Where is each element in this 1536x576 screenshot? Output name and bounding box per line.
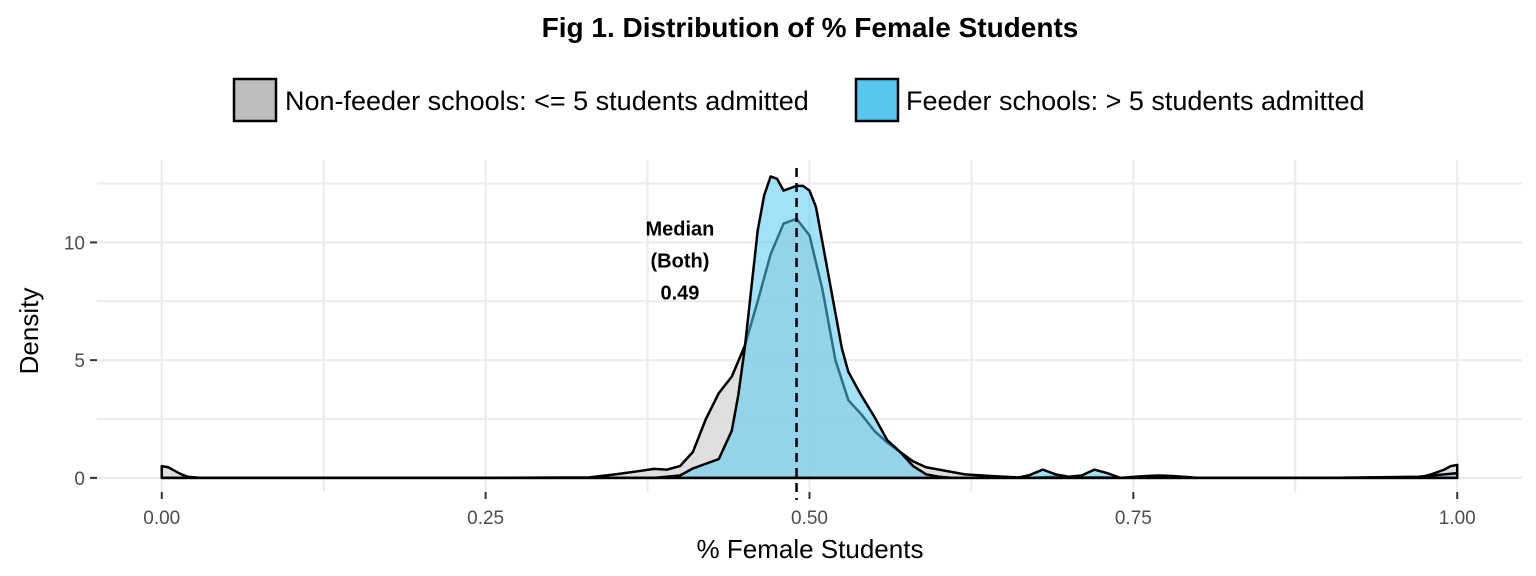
- legend-label-non-feeder: Non-feeder schools: <= 5 students admitt…: [285, 86, 809, 116]
- y-tick-label: 0: [74, 469, 85, 490]
- median-annotation-line: (Both): [651, 250, 710, 272]
- x-tick-label: 0.50: [791, 508, 828, 529]
- x-tick-label: 1.00: [1439, 508, 1476, 529]
- x-tick-label: 0.75: [1115, 508, 1152, 529]
- x-tick-label: 0.25: [467, 508, 504, 529]
- legend: Non-feeder schools: <= 5 students admitt…: [232, 77, 1365, 123]
- plot-area: Median (Both) 0.49 0.00 0.25 0.50 0.75 1.00 0 5 10: [64, 160, 1522, 529]
- y-tick-label: 10: [64, 233, 85, 254]
- x-axis-title: % Female Students: [697, 534, 924, 564]
- x-tick-label: 0.00: [143, 508, 180, 529]
- y-tick-label: 5: [74, 351, 85, 372]
- density-area-feeder: [160, 175, 1459, 480]
- median-annotation-line: Median: [646, 218, 715, 240]
- chart-title: Fig 1. Distribution of % Female Students: [542, 12, 1079, 43]
- legend-label-feeder: Feeder schools: > 5 students admitted: [906, 86, 1365, 116]
- legend-swatch-feeder: [854, 77, 900, 123]
- legend-swatch-non-feeder: [232, 77, 278, 123]
- y-axis-title: Density: [14, 288, 44, 375]
- median-annotation-line: 0.49: [660, 282, 699, 304]
